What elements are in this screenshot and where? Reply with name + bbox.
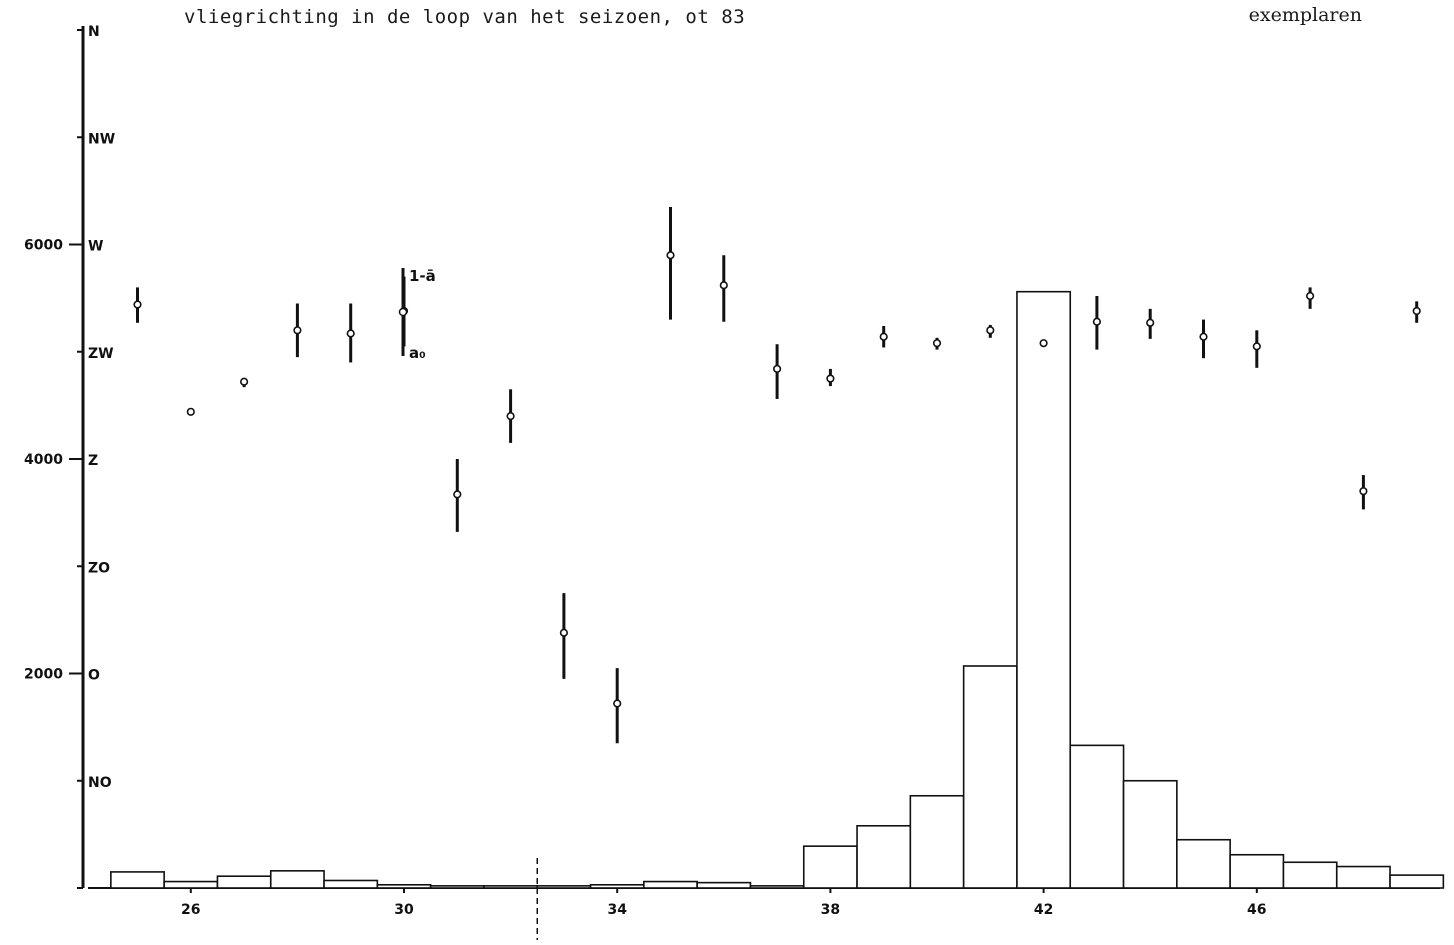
legend-point bbox=[398, 307, 408, 317]
y-tick-label: 2000 bbox=[24, 667, 63, 683]
legend: 1-ā a₀ bbox=[398, 267, 436, 362]
direction-point bbox=[1146, 318, 1155, 327]
direction-label: NW bbox=[88, 131, 115, 147]
direction-label: ZW bbox=[88, 346, 114, 362]
direction-point bbox=[1199, 332, 1208, 341]
x-tick-label: 34 bbox=[607, 902, 627, 918]
bar bbox=[1282, 861, 1338, 889]
legend-bottom-label: a₀ bbox=[409, 344, 426, 362]
bar bbox=[589, 883, 645, 889]
bar bbox=[269, 870, 325, 889]
direction-point bbox=[1359, 487, 1368, 496]
direction-point bbox=[1305, 291, 1315, 301]
bar bbox=[483, 885, 539, 889]
direction-point bbox=[186, 407, 195, 416]
direction-point bbox=[613, 699, 622, 708]
bar-series bbox=[110, 290, 1445, 889]
bar bbox=[1229, 853, 1285, 889]
bar bbox=[376, 883, 432, 889]
direction-point bbox=[133, 300, 142, 309]
bar bbox=[1335, 865, 1391, 889]
x-tick-label: 30 bbox=[394, 902, 414, 918]
bar bbox=[323, 879, 379, 889]
bar bbox=[110, 871, 165, 889]
bar bbox=[429, 885, 485, 889]
bar bbox=[856, 824, 912, 889]
direction-label: W bbox=[88, 239, 103, 255]
direction-point bbox=[1092, 317, 1101, 326]
bar bbox=[696, 881, 752, 889]
bar bbox=[1122, 779, 1178, 889]
direction-point bbox=[240, 377, 249, 386]
bar bbox=[536, 885, 592, 889]
direction-point bbox=[1252, 342, 1261, 351]
direction-point bbox=[506, 412, 515, 421]
direction-point bbox=[719, 281, 728, 290]
direction-point bbox=[986, 326, 995, 335]
direction-point bbox=[293, 326, 302, 335]
bar bbox=[749, 885, 805, 889]
x-tick-label: 46 bbox=[1247, 902, 1266, 918]
direction-point bbox=[932, 339, 942, 348]
direction-point bbox=[559, 628, 569, 637]
direction-point bbox=[879, 332, 888, 341]
bar bbox=[1016, 290, 1072, 889]
bar bbox=[1389, 874, 1445, 889]
bar bbox=[643, 880, 698, 889]
direction-label: NO bbox=[88, 775, 112, 791]
direction-point bbox=[346, 329, 355, 338]
bar bbox=[163, 880, 219, 889]
direction-label: N bbox=[88, 24, 100, 40]
direction-label: ZO bbox=[88, 560, 110, 576]
bar bbox=[962, 665, 1018, 889]
direction-label: O bbox=[88, 668, 100, 684]
bar bbox=[1069, 744, 1125, 889]
y-tick-label: 4000 bbox=[24, 452, 63, 468]
unit-label: exemplaren bbox=[1248, 4, 1362, 26]
direction-point bbox=[453, 490, 462, 499]
direction-series bbox=[133, 206, 1421, 744]
axes: 2000 4000 6000 N NW W ZW Z ZO O NO 26 30 34 38 42 46 bbox=[24, 24, 1440, 940]
legend-top-label: 1-ā bbox=[409, 267, 436, 285]
direction-point bbox=[1412, 306, 1421, 316]
bar bbox=[216, 875, 272, 889]
bar bbox=[802, 845, 858, 889]
direction-point bbox=[826, 374, 835, 383]
chart-title: vliegrichting in de loop van het seizoen… bbox=[184, 6, 746, 28]
direction-point bbox=[666, 251, 675, 260]
direction-point bbox=[1039, 339, 1048, 348]
direction-label: Z bbox=[88, 453, 98, 469]
direction-point bbox=[772, 364, 782, 374]
x-tick-label: 38 bbox=[821, 902, 840, 918]
y-tick-label: 6000 bbox=[24, 238, 63, 254]
bar bbox=[1176, 838, 1231, 889]
bar bbox=[909, 794, 965, 889]
x-tick-label: 42 bbox=[1034, 902, 1053, 918]
x-tick-label: 26 bbox=[181, 902, 200, 918]
